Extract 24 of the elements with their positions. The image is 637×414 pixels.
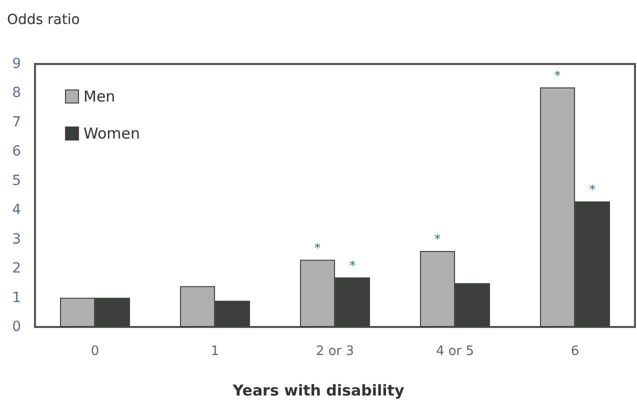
y-tick-label: 2	[12, 260, 21, 277]
y-tick-label: 6	[12, 144, 22, 160]
y-tick-label: 1	[12, 290, 21, 306]
y-tick-label: 3	[12, 231, 21, 248]
y-tick-label: 7	[12, 114, 21, 130]
x-axis-title: Years with disability	[232, 382, 404, 400]
annotation: *	[554, 68, 560, 82]
x-tick-label: 2 or 3	[316, 344, 354, 359]
y-tick-label: 0	[12, 319, 21, 335]
y-tick-label: 5	[12, 172, 21, 189]
y-axis-title: Odds ratio	[7, 12, 80, 28]
x-tick-label: 0	[90, 344, 100, 359]
annotation: *	[350, 258, 356, 272]
x-tick-label: 1	[210, 344, 220, 359]
legend-label: Men	[84, 88, 116, 106]
y-tick-label: 8	[12, 85, 21, 102]
annotation: *	[434, 232, 440, 246]
legend-label: Women	[84, 124, 140, 142]
annotation: *	[314, 240, 320, 255]
x-tick-label: 6	[570, 344, 580, 359]
x-tick-label: 4 or 5	[436, 344, 474, 359]
annotation: *	[590, 182, 596, 196]
y-tick-label: 9	[12, 56, 21, 72]
y-tick-label: 4	[12, 202, 22, 218]
